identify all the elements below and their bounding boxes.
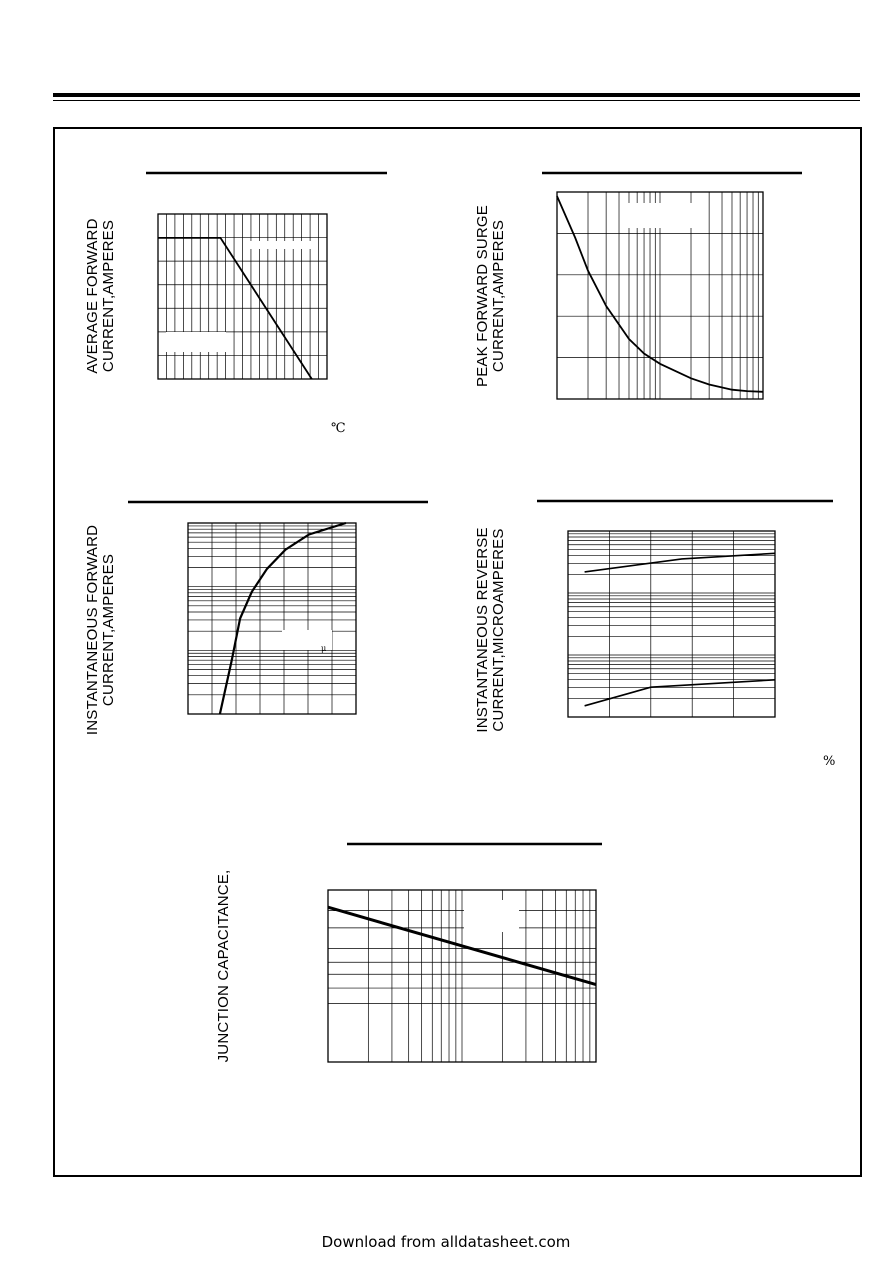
chart-fig3-unit-mark: μ — [321, 644, 326, 653]
header-rule-thick — [53, 93, 860, 97]
chart-fig1-x-unit: ℃ — [331, 421, 346, 436]
page-frame — [53, 127, 862, 1177]
chart-fig4-grid — [568, 531, 775, 717]
chart-fig1-ylabel-line1: AVERAGE FORWARD — [84, 218, 101, 373]
chart-fig3-ylabel-line2: CURRENT,AMPERES — [100, 554, 117, 706]
chart-fig1-grid — [158, 214, 327, 379]
chart-fig5-series-line — [327, 905, 597, 987]
chart-fig4-series-line-2 — [584, 679, 776, 707]
chart-fig5-grid — [328, 890, 596, 1062]
chart-fig4-ylabel-line2: CURRENT,MICROAMPERES — [490, 528, 507, 731]
chart-fig4-series-line-1 — [584, 552, 776, 573]
chart-fig5-blank-label-box — [464, 900, 519, 932]
chart-fig3-series-line — [218, 521, 347, 715]
chart-fig1-plot-border — [157, 213, 328, 380]
chart-fig3-plot-border — [187, 522, 357, 715]
chart-fig3-grid — [188, 523, 356, 714]
chart-fig5-plot-border — [327, 889, 597, 1063]
header-rule-thin — [53, 100, 860, 101]
chart-fig4: INSTANTANEOUS REVERSE CURRENT,MICROAMPER… — [474, 499, 835, 769]
chart-fig1-ylabel-line2: CURRENT,AMPERES — [100, 220, 117, 372]
chart-fig2-ylabel-line1: PEAK FORWARD SURGE — [474, 205, 491, 387]
chart-fig1: AVERAGE FORWARD CURRENT,AMPERES ℃ — [84, 171, 387, 436]
chart-fig1-blank-label-box-2 — [248, 241, 316, 249]
footer-download-text: Download from alldatasheet.com — [321, 1233, 571, 1251]
chart-fig4-x-unit: % — [823, 754, 835, 769]
chart-fig5: JUNCTION CAPACITANCE, — [215, 842, 602, 1063]
chart-fig2-grid — [557, 192, 763, 399]
chart-fig4-ylabel-line1: INSTANTANEOUS REVERSE — [474, 527, 491, 732]
chart-fig2-plot-border — [556, 191, 764, 400]
chart-fig3: INSTANTANEOUS FORWARD CURRENT,AMPERES μ — [84, 500, 428, 735]
chart-fig2: PEAK FORWARD SURGE CURRENT,AMPERES — [474, 171, 802, 400]
chart-fig4-plot-border — [567, 530, 776, 718]
chart-fig2-ylabel-line2: CURRENT,AMPERES — [490, 220, 507, 372]
chart-fig5-ylabel-line1: JUNCTION CAPACITANCE, — [215, 870, 232, 1063]
chart-fig2-blank-label-box — [628, 203, 700, 228]
chart-fig1-series-line — [158, 236, 313, 380]
chart-fig2-series-line — [556, 195, 764, 393]
chart-fig3-blank-label-box — [282, 630, 332, 650]
chart-fig1-blank-label-box — [166, 332, 226, 352]
chart-fig3-ylabel-line1: INSTANTANEOUS FORWARD — [84, 525, 101, 735]
